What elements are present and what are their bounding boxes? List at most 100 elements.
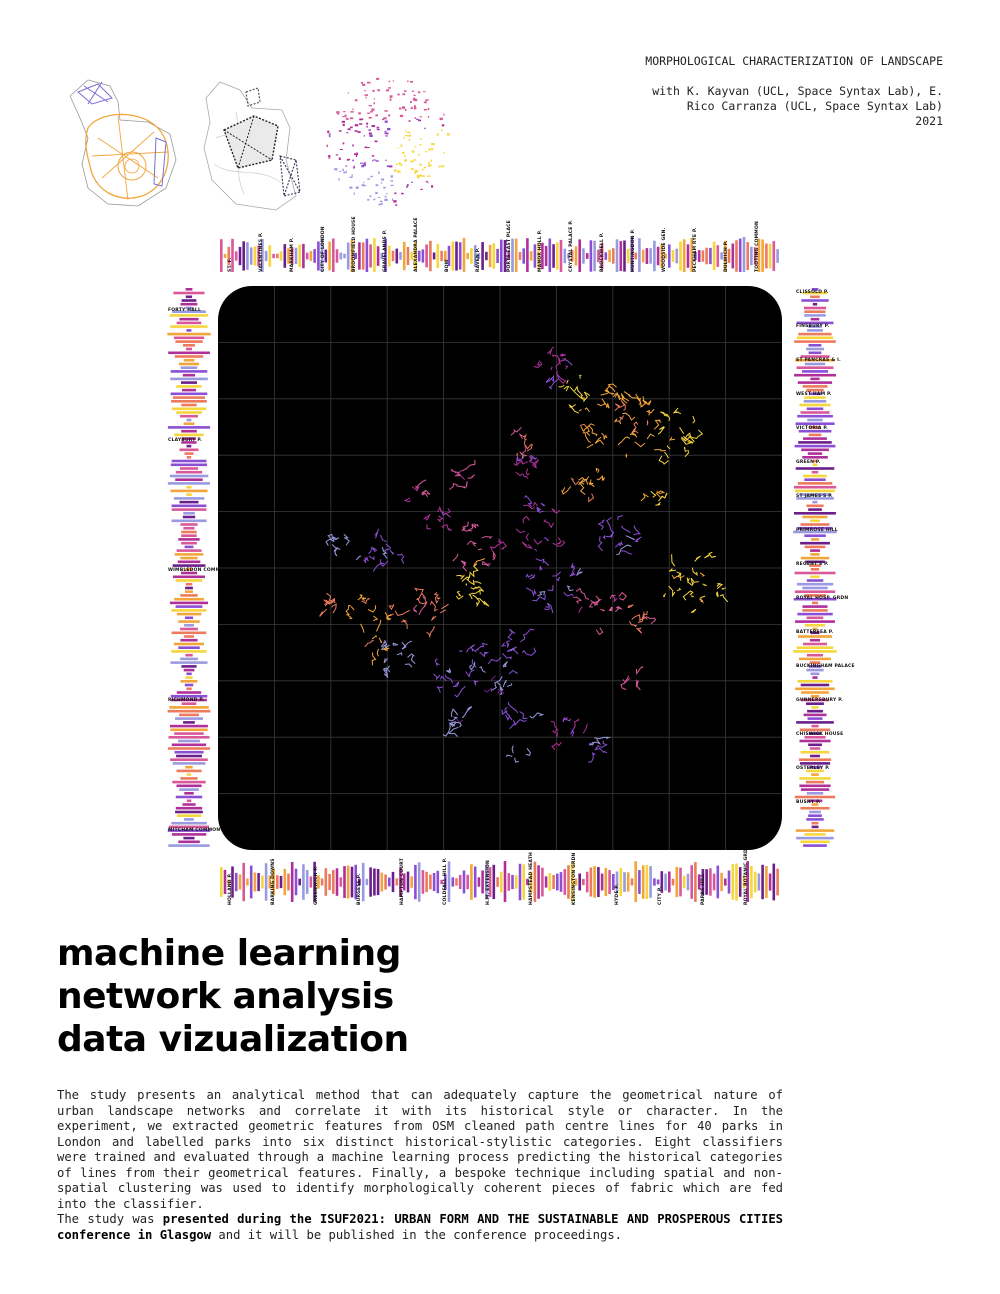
bar-mark xyxy=(686,873,690,891)
bar-mark xyxy=(808,665,822,668)
network-fragment xyxy=(686,577,695,587)
tsne-point xyxy=(446,133,450,136)
bar-mark xyxy=(223,253,227,258)
bar-mark xyxy=(169,474,209,478)
network-fragment xyxy=(437,507,441,512)
network-fragment xyxy=(627,604,634,609)
bar-mark xyxy=(812,463,818,467)
tsne-point xyxy=(400,144,403,147)
park-label: MITCHAM COMMON xyxy=(168,828,221,833)
bar-mark xyxy=(462,238,466,272)
bar-mark xyxy=(638,870,641,894)
tsne-point xyxy=(369,134,373,137)
park-label: HOLLAND P. xyxy=(228,872,233,905)
network-fragment xyxy=(543,537,550,541)
network-fragment xyxy=(404,663,413,668)
tsne-point xyxy=(357,131,361,133)
network-fragment xyxy=(470,586,479,590)
bar-mark xyxy=(406,871,410,893)
bar-mark xyxy=(795,620,835,623)
network-fragment xyxy=(635,665,644,675)
bar-mark xyxy=(807,452,823,455)
bar-mark xyxy=(798,758,832,761)
bar-mark xyxy=(578,873,581,891)
bar-mark xyxy=(168,351,210,355)
network-fragment xyxy=(580,423,595,432)
network-fragment xyxy=(560,353,567,357)
tsne-point xyxy=(421,168,424,171)
bar-mark xyxy=(180,777,198,780)
tsne-point xyxy=(423,166,427,169)
bar-mark xyxy=(173,497,205,500)
presented-conference: presented during the ISUF2021: URBAN FOR… xyxy=(57,1212,783,1242)
bar-mark xyxy=(186,347,192,351)
bar-mark xyxy=(180,302,198,306)
tsne-point xyxy=(347,118,349,120)
tsne-point xyxy=(410,101,412,103)
bar-mark xyxy=(582,878,585,886)
park-label: H.M. EXTENSION xyxy=(486,860,491,905)
bar-mark xyxy=(600,243,604,269)
bar-mark xyxy=(227,246,231,266)
park-label: CLISSOLD P. xyxy=(796,290,829,295)
tsne-point xyxy=(413,94,416,96)
bar-mark xyxy=(399,252,402,260)
bar-mark xyxy=(808,508,822,511)
tsne-point xyxy=(354,130,358,132)
bar-mark xyxy=(797,381,833,384)
network-fragment xyxy=(578,482,586,495)
network-fragment xyxy=(350,606,355,611)
bar-mark xyxy=(179,713,199,717)
bar-mark xyxy=(185,568,193,571)
tsne-point xyxy=(359,123,363,125)
network-fragment xyxy=(529,712,545,719)
bar-mark xyxy=(170,489,208,493)
park-label: ST PANCRAS & I. xyxy=(796,358,841,363)
tsne-point xyxy=(404,159,407,162)
tsne-point xyxy=(414,107,417,110)
bar-mark xyxy=(800,411,830,414)
bar-mark xyxy=(178,646,200,649)
bar-mark xyxy=(589,240,593,272)
tsne-point xyxy=(350,111,354,113)
network-fragment xyxy=(558,384,565,388)
tsne-point xyxy=(347,128,351,131)
bar-mark xyxy=(556,242,559,270)
network-fragment xyxy=(394,609,411,616)
network-fragment xyxy=(614,400,626,411)
park-label: GREEN P. xyxy=(796,460,821,465)
bar-mark xyxy=(184,792,194,795)
bar-mark xyxy=(246,878,249,886)
network-fragment xyxy=(621,550,633,555)
bar-mark xyxy=(317,875,320,889)
network-fragment xyxy=(375,619,382,632)
network-fragment xyxy=(401,640,412,650)
network-fragment xyxy=(465,583,468,586)
tsne-point xyxy=(338,178,340,181)
tsne-point xyxy=(431,143,435,146)
network-fragment xyxy=(437,515,444,523)
network-fragment xyxy=(487,656,502,665)
tsne-point xyxy=(354,124,359,127)
bar-mark xyxy=(346,242,350,270)
bar-mark xyxy=(742,875,746,889)
network-fragment xyxy=(436,597,441,600)
network-fragment xyxy=(476,597,490,607)
tsne-point xyxy=(384,195,387,198)
park-network-thumbnail-2 xyxy=(203,81,301,211)
bar-mark xyxy=(682,239,686,272)
network-fragment xyxy=(433,673,441,680)
tsne-point xyxy=(328,134,331,138)
network-fragment xyxy=(682,435,693,444)
bar-mark xyxy=(178,840,200,844)
bar-mark xyxy=(597,867,600,897)
credit-line-2: Rico Carranza (UCL, Space Syntax Lab) xyxy=(686,99,943,113)
bar-mark xyxy=(653,878,656,886)
tsne-point xyxy=(386,192,388,195)
tsne-point xyxy=(363,181,365,184)
network-fragment xyxy=(372,559,385,572)
bar-mark xyxy=(421,870,425,894)
tsne-point xyxy=(347,158,351,161)
bar-mark xyxy=(176,385,202,388)
bar-mark xyxy=(795,467,835,470)
